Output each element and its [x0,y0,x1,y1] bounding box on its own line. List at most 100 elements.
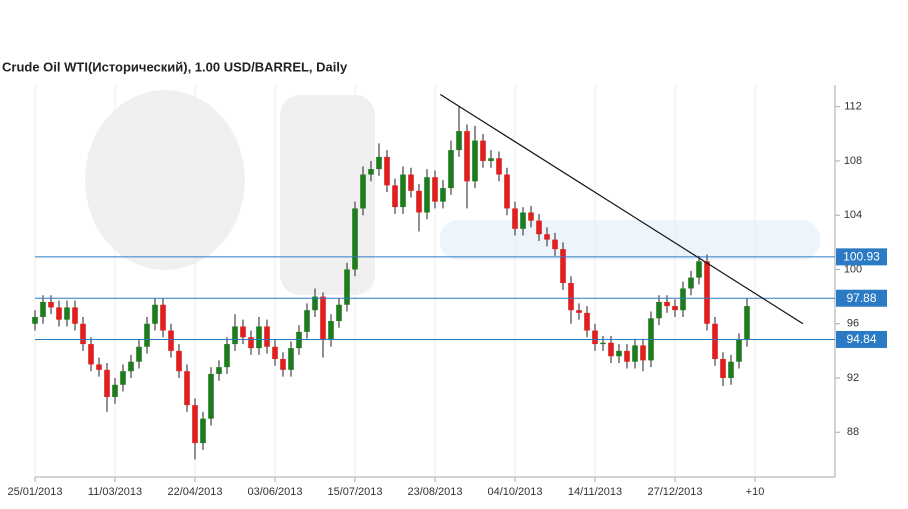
candle-body [552,239,558,250]
candle-body [488,158,494,161]
candle-body [504,174,510,209]
candle-body [200,418,206,444]
candle-body [152,304,158,324]
candle-body [136,346,142,362]
candle-body [112,384,118,397]
y-tick-label: 92 [847,372,859,384]
candle-body [376,156,382,170]
candle-body [144,323,150,347]
x-tick-label: 27/12/2013 [647,486,702,498]
candle-body [424,177,430,213]
candle-body [672,306,678,311]
candle-body [440,188,446,202]
y-tick-label: 112 [844,101,862,113]
candle-body [616,350,622,357]
candle-body [96,364,102,370]
candle-body [208,373,214,419]
candle-body [640,345,646,361]
candle-body [104,369,110,397]
trend-line [440,93,804,325]
candle-body [48,302,54,308]
candle-body [456,131,462,151]
candle-body [256,326,262,349]
candle-body [472,140,478,182]
candle-body [88,344,94,365]
candle-body [688,277,694,289]
candle-body [656,302,662,319]
candle-body [520,212,526,229]
level-label: 94.84 [846,332,876,346]
candle-body [336,304,342,322]
candle-body [216,367,222,374]
level-label: 97.88 [846,291,876,305]
candle-body [72,307,78,324]
y-tick-label: 88 [847,426,859,438]
candle-body [680,288,686,311]
x-tick-label: 11/03/2013 [88,486,142,498]
candle-body [720,358,726,378]
x-tick-label: 25/01/2013 [7,486,62,498]
candle-body [744,306,750,341]
candle-body [168,330,174,351]
candle-body [624,350,630,362]
candle-body [272,346,278,359]
candle-body [528,212,534,221]
watermark-shape [85,90,245,270]
candle-body [160,304,166,331]
candle-body [632,345,638,362]
candle-body [704,261,710,324]
candle-body [224,344,230,368]
candle-body [600,342,606,345]
x-tick-label: 22/04/2013 [167,486,222,498]
candle-body [664,302,670,307]
candle-body [360,174,366,209]
candle-body [320,296,326,341]
candle-body [560,249,566,284]
candle-body [464,131,470,182]
candle-body [304,310,310,332]
candle-body [264,326,270,347]
candle-body [736,340,742,362]
watermark-shape [440,220,820,260]
candle-body [56,307,62,320]
candle-body [512,208,518,229]
candle-body [408,174,414,191]
candle-body [352,208,358,270]
candle-body [328,321,334,341]
y-tick-label: 96 [847,318,859,330]
level-label-box [836,330,887,348]
candle-body [280,358,286,370]
candle-body [120,371,126,385]
x-tick-label: 23/08/2013 [407,486,462,498]
level-label: 100.93 [843,250,880,264]
candle-body [608,342,614,357]
candle-body [384,156,390,186]
x-tick-label: 14/11/2013 [568,486,622,498]
candle-body [128,361,134,372]
candle-body [480,140,486,161]
candle-body [184,371,190,406]
level-label-box [836,289,887,307]
candle-body [64,307,70,320]
x-tick-label: +10 [746,486,765,498]
candle-body [368,169,374,175]
x-tick-label: 04/10/2013 [487,486,542,498]
candle-body [392,185,398,208]
chart-title: Crude Oil WTI(Исторический), 1.00 USD/BA… [2,59,348,74]
candle-body [568,283,574,311]
candle-body [536,220,542,235]
candle-body [176,350,182,372]
candle-body [80,323,86,345]
candle-body [496,158,502,175]
candle-body [416,190,422,213]
candle-body [448,150,454,189]
y-tick-label: 108 [844,155,862,167]
candle-body [240,326,246,338]
y-tick-label: 100 [844,263,862,275]
candle-body [592,330,598,345]
x-tick-label: 15/07/2013 [327,486,382,498]
candle-body [728,361,734,378]
watermark [85,90,820,295]
candle-body [432,177,438,202]
candle-body [400,174,406,208]
